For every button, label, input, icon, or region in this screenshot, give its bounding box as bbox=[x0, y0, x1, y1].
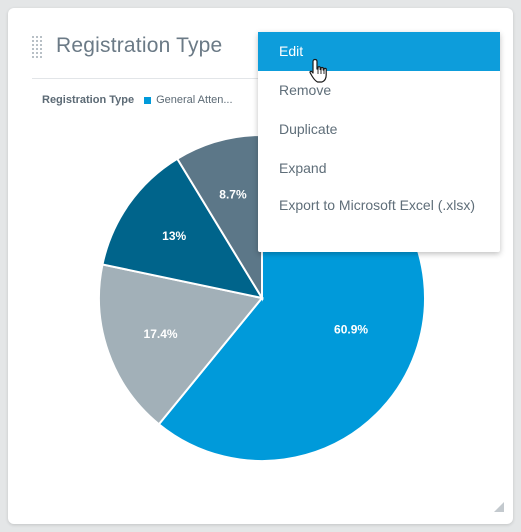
resize-handle-icon[interactable] bbox=[494, 502, 504, 512]
menu-item-duplicate[interactable]: Duplicate bbox=[279, 121, 338, 137]
widget-card: Registration Type ⚙ Registration Type Ge… bbox=[8, 8, 513, 524]
menu-item-edit[interactable]: Edit bbox=[258, 32, 500, 71]
chart-legend: Registration Type General Atten... bbox=[42, 94, 233, 106]
pie-slice-label-2: 17.4% bbox=[144, 327, 178, 341]
menu-item-export-excel[interactable]: Export to Microsoft Excel (.xlsx) bbox=[279, 197, 476, 213]
menu-item-expand[interactable]: Expand bbox=[279, 160, 327, 176]
pie-slice-3[interactable] bbox=[101, 157, 265, 300]
pie-slice-2[interactable] bbox=[98, 263, 264, 426]
legend-swatch bbox=[144, 96, 152, 104]
hand-pointer-cursor-icon bbox=[309, 58, 329, 84]
context-menu: Edit Remove Duplicate Expand Export to M… bbox=[258, 32, 500, 252]
menu-item-remove[interactable]: Remove bbox=[279, 82, 332, 98]
widget-title: Registration Type bbox=[56, 34, 223, 57]
drag-handle-icon[interactable] bbox=[32, 36, 42, 60]
legend-item-label[interactable]: General Atten... bbox=[156, 94, 233, 106]
pie-slice-label-1: 60.9% bbox=[334, 323, 368, 337]
legend-title: Registration Type bbox=[42, 94, 135, 106]
pie-slice-label-4: 8.7% bbox=[219, 187, 247, 201]
pie-slice-label-3: 13% bbox=[162, 229, 186, 243]
